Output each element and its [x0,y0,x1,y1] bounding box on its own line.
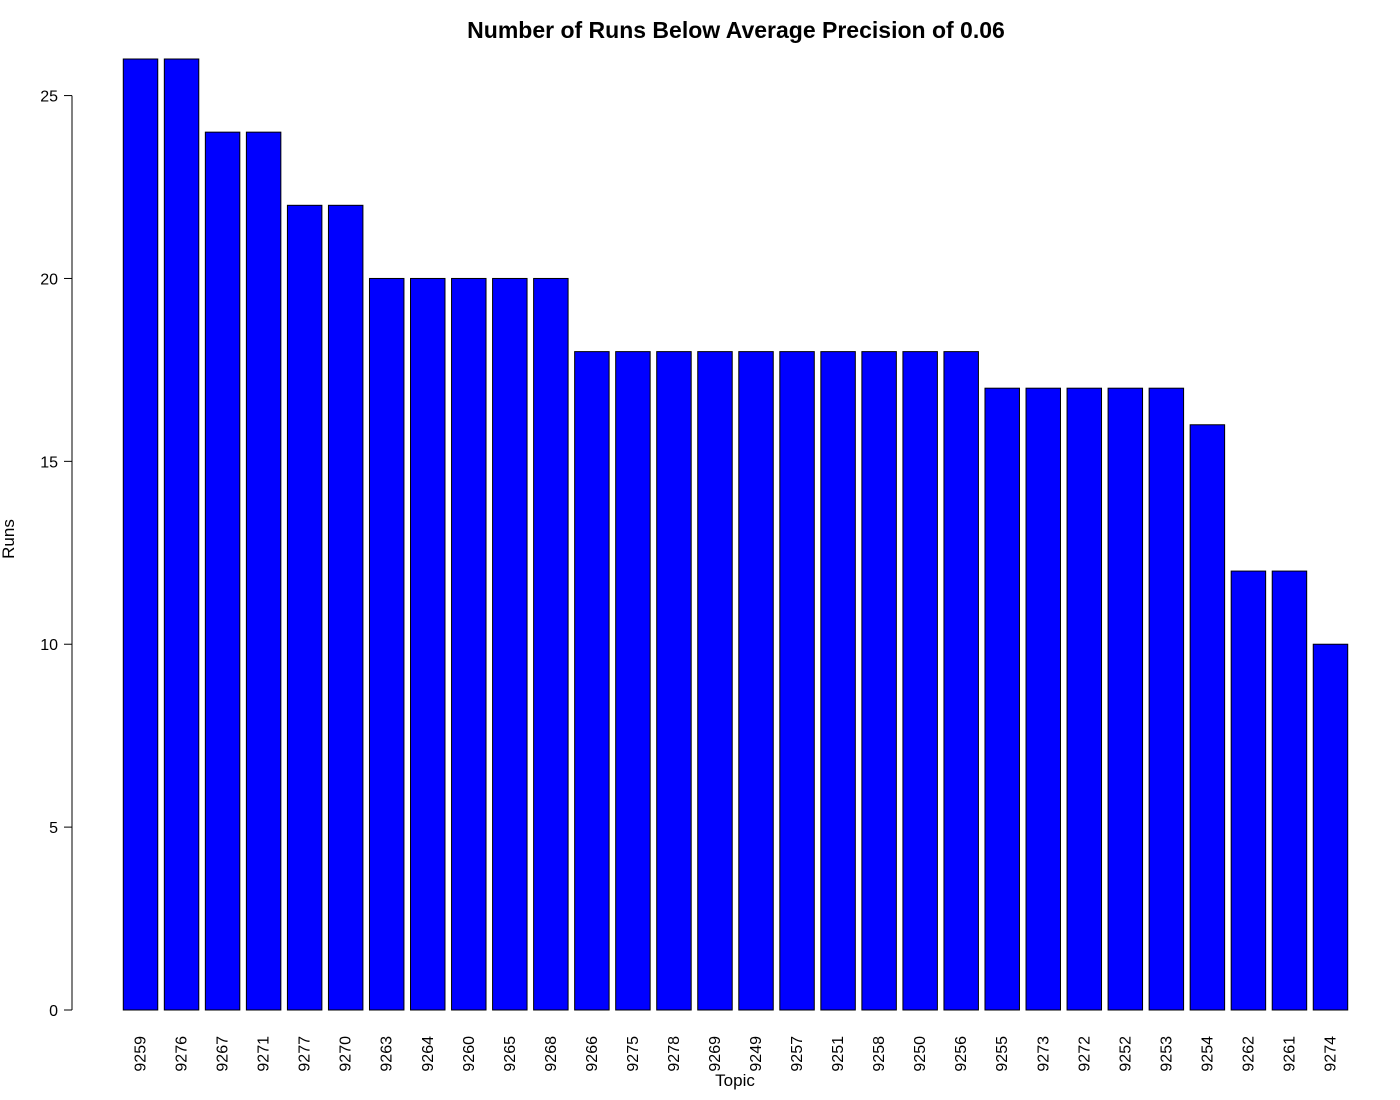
x-tick-label: 9264 [420,1036,437,1072]
x-tick-label: 9255 [994,1036,1011,1072]
bar-9273 [1025,387,1061,1011]
x-tick-label: 9267 [215,1036,232,1072]
x-tick-label: 9262 [1240,1036,1257,1072]
x-tick-label: 9274 [1322,1036,1339,1072]
bar-9268 [533,277,569,1011]
x-tick-label: 9272 [1076,1036,1093,1072]
bar-9277 [286,204,323,1011]
bar-9264 [410,277,446,1011]
y-axis: 0 5 10 15 20 25 [40,89,73,1020]
bars [122,58,1349,1011]
bar-9254 [1189,424,1226,1011]
x-tick-label: 9266 [584,1036,601,1072]
x-tick-label: 9263 [379,1036,396,1072]
x-tick-label: 9271 [256,1036,273,1072]
bar-9250 [902,351,938,1011]
bar-9271 [245,131,282,1011]
bar-9265 [492,277,528,1011]
x-tick-label: 9276 [174,1036,191,1072]
bar-9259 [122,58,159,1011]
x-tick-label: 9252 [1117,1036,1134,1072]
x-tick-label: 9259 [133,1036,150,1072]
x-tick-label: 9253 [1158,1036,1175,1072]
y-tick-label: 0 [49,1003,58,1020]
y-tick-label: 20 [40,271,58,288]
bar-9261 [1271,570,1308,1011]
bar-9253 [1148,387,1185,1011]
x-tick-label: 9277 [297,1036,314,1072]
bar-9270 [327,204,364,1011]
y-tick-label: 15 [40,454,58,471]
bar-9251 [820,351,856,1011]
x-tick-label: 9250 [912,1036,929,1072]
bar-9255 [984,387,1020,1011]
x-tick-label: 9275 [625,1036,642,1072]
x-tick-label: 9278 [666,1036,683,1072]
y-axis-label: Runs [0,519,18,559]
x-tick-label: 9258 [871,1036,888,1072]
x-tick-label: 9257 [789,1036,806,1072]
bar-9256 [943,351,979,1011]
bar-9262 [1230,570,1267,1011]
bar-9274 [1312,643,1349,1011]
x-tick-label: 9260 [461,1036,478,1072]
bar-9263 [368,277,405,1011]
bar-9278 [656,351,692,1011]
x-tick-label: 9251 [830,1036,847,1072]
x-tick-label: 9256 [953,1036,970,1072]
y-tick-label: 25 [40,89,58,106]
x-tick-label: 9265 [502,1036,519,1072]
x-axis-labels: 9259 9276 9267 9271 9277 9270 9263 9264 9260 9265… [133,1036,1340,1072]
x-tick-label: 9249 [748,1036,765,1072]
x-tick-label: 9254 [1199,1036,1216,1072]
chart-title: Number of Runs Below Average Precision o… [467,17,1005,43]
bar-9275 [615,351,651,1011]
y-tick-label: 10 [40,637,58,654]
bar-9272 [1066,387,1103,1011]
bar-9249 [738,351,774,1011]
x-tick-label: 9268 [543,1036,560,1072]
bar-9260 [451,277,487,1011]
bar-9267 [204,131,241,1011]
x-tick-label: 9270 [338,1036,355,1072]
bar-9252 [1107,387,1144,1011]
y-tick-label: 5 [49,820,58,837]
bar-9258 [861,351,897,1011]
bar-9257 [779,351,815,1011]
x-axis-label: Topic [715,1071,755,1090]
x-tick-label: 9273 [1035,1036,1052,1072]
x-tick-label: 9261 [1281,1036,1298,1072]
bar-9269 [697,351,733,1011]
bar-9276 [163,58,200,1011]
bar-9266 [574,351,610,1011]
x-tick-label: 9269 [707,1036,724,1072]
